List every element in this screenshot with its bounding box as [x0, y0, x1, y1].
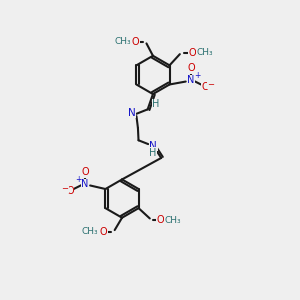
Text: H: H — [149, 148, 157, 158]
Text: CH₃: CH₃ — [115, 37, 131, 46]
Text: O: O — [131, 37, 139, 46]
Text: O: O — [202, 82, 209, 92]
Text: O: O — [100, 227, 107, 237]
Text: CH₃: CH₃ — [164, 216, 181, 225]
Text: O: O — [81, 167, 89, 177]
Text: O: O — [66, 186, 74, 196]
Text: +: + — [194, 70, 201, 80]
Text: +: + — [75, 175, 82, 184]
Text: N: N — [187, 75, 195, 85]
Text: O: O — [189, 48, 196, 58]
Text: O: O — [187, 63, 195, 73]
Text: O: O — [156, 215, 164, 225]
Text: N: N — [81, 179, 88, 189]
Text: CH₃: CH₃ — [82, 227, 98, 236]
Text: N: N — [149, 141, 157, 151]
Text: H: H — [152, 99, 160, 109]
Text: N: N — [128, 108, 136, 118]
Text: CH₃: CH₃ — [196, 48, 213, 57]
Text: −: − — [208, 80, 214, 89]
Text: −: − — [61, 184, 68, 193]
